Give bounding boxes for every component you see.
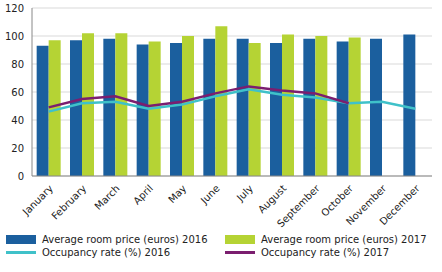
- svg-text:February: February: [49, 183, 88, 222]
- svg-text:December: December: [377, 182, 422, 227]
- html-text:Average room price (euros) 201: Average room price (euros) 2017: [261, 234, 427, 245]
- svg-text:March: March: [92, 183, 121, 212]
- svg-text:120: 120: [8, 3, 24, 14]
- svg-text:June: June: [198, 183, 222, 207]
- html-text:Occupancy rate (%) 2016: Occupancy rate (%) 2016: [42, 247, 170, 258]
- svg-text:January: January: [20, 182, 56, 218]
- svg-text:May: May: [166, 183, 188, 205]
- svg-text:August: August: [256, 183, 289, 216]
- svg-text:80: 80: [11, 59, 24, 70]
- svg-text:July: July: [234, 183, 255, 204]
- svg-text:40: 40: [11, 115, 24, 126]
- svg-text:September: September: [275, 182, 322, 229]
- svg-text:November: November: [343, 182, 389, 228]
- svg-text:0: 0: [18, 171, 24, 182]
- html-text:Average room price (euros) 201: Average room price (euros) 2016: [42, 234, 208, 245]
- svg-text:20: 20: [11, 143, 24, 154]
- svg-text:60: 60: [11, 87, 24, 98]
- svg-text:100: 100: [8, 31, 24, 42]
- html-text:Occupancy rate (%) 2017: Occupancy rate (%) 2017: [261, 247, 389, 258]
- svg-text:October: October: [319, 182, 356, 219]
- svg-text:April: April: [131, 183, 155, 207]
